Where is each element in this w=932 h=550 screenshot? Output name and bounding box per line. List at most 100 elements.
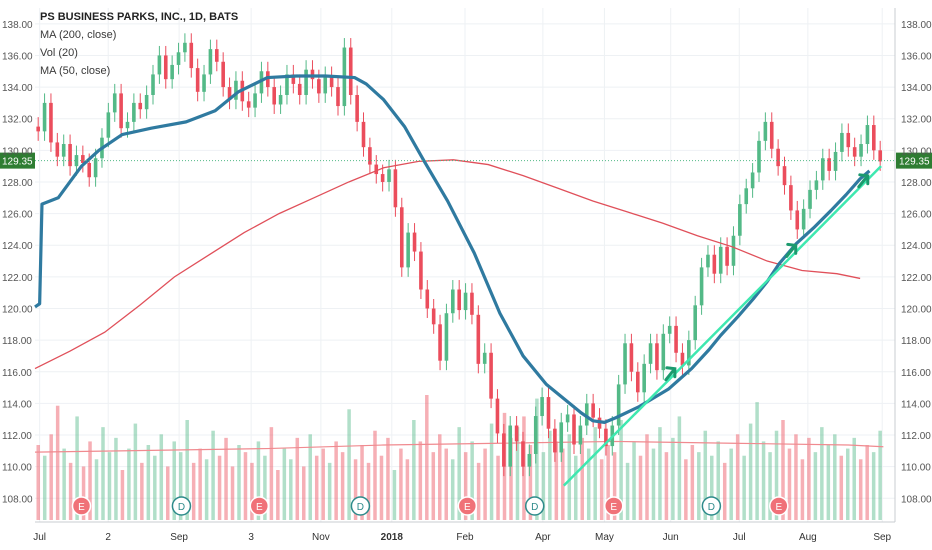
earnings-marker-label[interactable]: E — [610, 502, 617, 513]
candle-body — [163, 55, 168, 80]
earnings-marker-label[interactable]: E — [78, 502, 85, 513]
candle-body — [629, 343, 634, 372]
volume-bar — [522, 416, 526, 520]
candle-body — [553, 428, 557, 453]
volume-bar — [470, 441, 474, 520]
candle-body — [833, 151, 838, 171]
legend-ma50[interactable]: MA (50, close) — [40, 65, 111, 77]
volume-bar — [489, 423, 494, 520]
candle-body — [540, 397, 544, 417]
grid-lines — [35, 8, 895, 522]
dividend-marker-circle[interactable] — [701, 496, 722, 516]
candle-body — [521, 441, 525, 467]
volume-bar — [250, 462, 254, 520]
earnings-marker-circle[interactable] — [71, 496, 92, 516]
candle-body — [189, 42, 194, 69]
dividend-marker-label[interactable]: D — [178, 502, 185, 513]
price-tick-label-left: 114.00 — [2, 399, 32, 410]
earnings-marker-label[interactable]: E — [256, 502, 263, 513]
volume-bar — [185, 420, 189, 520]
price-tick-label-right: 134.00 — [901, 83, 932, 94]
candle-body — [355, 94, 359, 122]
price-tick-label-left: 138.00 — [2, 20, 33, 31]
candle-body — [820, 158, 825, 181]
candle-body — [872, 125, 876, 151]
volume-bar — [282, 448, 287, 520]
chart-legend: PS BUSINESS PARKS, INC., 1D, BATS MA (20… — [40, 8, 238, 80]
dividend-marker-label[interactable]: D — [531, 502, 538, 513]
candle-body — [368, 147, 372, 165]
candle-body — [623, 343, 627, 385]
candle-body — [718, 246, 723, 274]
volume-bar — [677, 416, 682, 520]
candle-body — [438, 324, 442, 361]
volume-bar — [794, 434, 798, 520]
volume-bar — [781, 420, 785, 520]
volume-bar — [703, 430, 708, 520]
candle-body — [814, 180, 819, 190]
candle-body — [374, 164, 379, 175]
volume-bar — [586, 448, 591, 520]
legend-volume[interactable]: Vol (20) — [40, 47, 78, 59]
volume-bar — [593, 427, 597, 520]
volume-bar — [373, 430, 377, 520]
earnings-marker-circle[interactable] — [457, 496, 478, 516]
earnings-marker-label[interactable]: E — [775, 502, 782, 513]
candle-body — [74, 155, 79, 167]
earnings-marker-label[interactable]: E — [464, 502, 471, 513]
time-tick-label: Feb — [456, 532, 474, 543]
volume-bar — [697, 452, 701, 520]
candle-body — [202, 74, 206, 92]
candle-body — [49, 102, 53, 143]
volume-bar — [645, 434, 649, 520]
candle-body — [451, 289, 455, 314]
earnings-marker-circle[interactable] — [604, 496, 624, 516]
volume-bar — [172, 441, 176, 520]
volume-bar — [256, 441, 261, 520]
candle-body — [470, 292, 474, 315]
dividend-marker-circle[interactable] — [171, 496, 192, 516]
event-markers[interactable]: E E E E ED D D D — [71, 496, 789, 516]
volume-bar — [722, 462, 727, 520]
candle-body — [406, 232, 410, 268]
price-tick-label-left: 128.00 — [2, 178, 33, 189]
candle-body — [878, 150, 882, 162]
candle-body — [285, 74, 289, 95]
candle-body — [744, 188, 749, 205]
candle-body — [789, 185, 793, 211]
volume-bar — [166, 466, 170, 520]
dividend-marker-circle[interactable] — [350, 496, 371, 516]
earnings-marker-circle[interactable] — [769, 496, 789, 516]
candle-body — [221, 61, 225, 88]
candle-body — [195, 68, 200, 92]
price-tick-label-right: 136.00 — [901, 51, 932, 62]
candle-body — [859, 144, 863, 157]
dividend-marker-label[interactable]: D — [357, 502, 364, 513]
volume-bar — [140, 462, 144, 520]
volume-bar — [75, 416, 79, 520]
volume-bar — [612, 452, 617, 520]
candle-body — [750, 172, 755, 189]
candle-body — [572, 414, 576, 445]
price-tick-label-right: 112.00 — [901, 431, 931, 442]
volume-bar — [567, 434, 572, 520]
volume-bar — [606, 445, 610, 520]
volume-bar — [198, 448, 202, 520]
candle-body — [387, 169, 391, 182]
earnings-marker-circle[interactable] — [249, 496, 270, 516]
dividend-marker-label[interactable]: D — [708, 502, 715, 513]
volume-bar — [509, 437, 513, 520]
time-tick-label: May — [595, 532, 614, 543]
candle-body — [380, 174, 385, 182]
last-price-label-left: 129.35 — [2, 157, 33, 168]
volume-bar — [878, 430, 882, 520]
dividend-marker-circle[interactable] — [524, 496, 545, 516]
volume-bar — [554, 441, 559, 520]
candle-body — [655, 343, 659, 371]
volume-bar — [438, 434, 442, 520]
candle-body — [693, 305, 698, 341]
candle-body — [419, 251, 423, 290]
volume-bar — [269, 427, 274, 520]
legend-ma200[interactable]: MA (200, close) — [40, 29, 117, 41]
volume-bar — [418, 441, 423, 520]
